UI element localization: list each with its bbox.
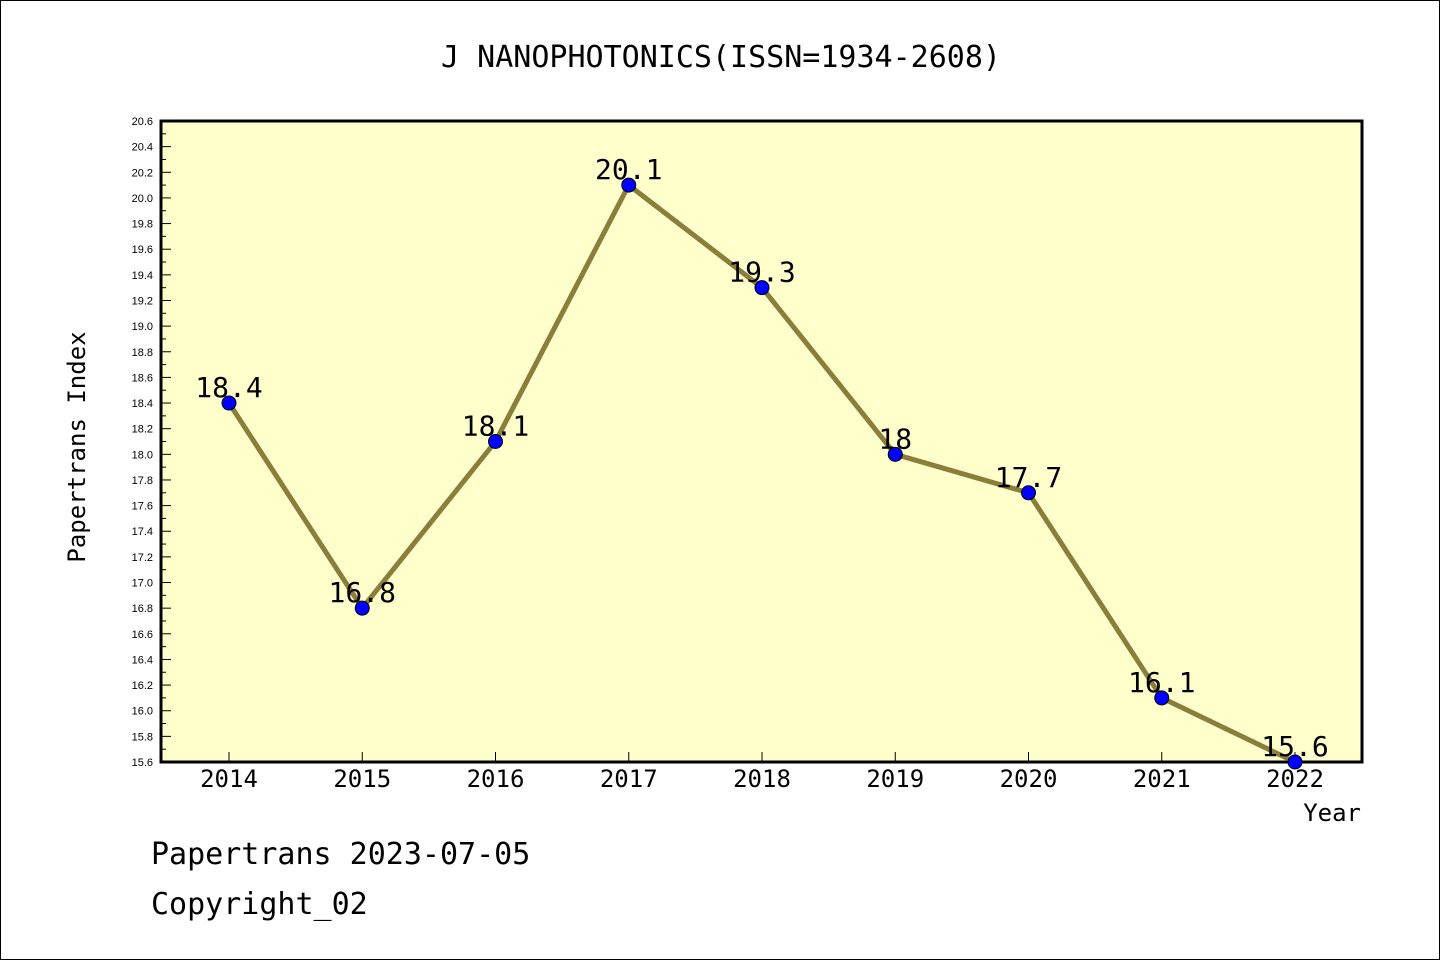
y-tick-label: 17.0	[132, 578, 153, 590]
data-label: 17.7	[995, 461, 1062, 494]
data-point	[488, 434, 503, 449]
x-tick-label: 2021	[1133, 765, 1191, 793]
y-tick-label: 15.8	[132, 731, 153, 743]
x-tick-label: 2022	[1266, 765, 1324, 793]
data-label: 15.6	[1261, 730, 1328, 763]
x-tick-label: 2016	[467, 765, 525, 793]
y-tick-label: 18.6	[132, 372, 153, 384]
y-tick-label: 19.8	[132, 219, 153, 231]
y-tick-label: 16.0	[132, 706, 153, 718]
data-point	[221, 395, 237, 411]
x-axis-label: Year	[1303, 799, 1361, 827]
y-tick-label: 19.4	[132, 270, 153, 282]
y-tick-label: 20.4	[132, 142, 153, 154]
y-tick-label: 20.2	[132, 167, 153, 179]
y-tick-label: 16.2	[132, 680, 153, 692]
data-label: 19.3	[728, 256, 795, 289]
data-label: 20.1	[595, 153, 662, 186]
y-tick-label: 16.8	[132, 603, 153, 615]
y-tick-label: 19.2	[132, 295, 153, 307]
y-tick-label: 17.2	[132, 552, 153, 564]
data-point	[354, 600, 370, 616]
data-point	[1021, 485, 1036, 501]
data-point	[1287, 754, 1303, 770]
y-tick-label: 17.6	[132, 501, 153, 513]
x-tick-label: 2015	[333, 765, 391, 793]
data-point	[754, 280, 770, 296]
data-label: 18.4	[195, 371, 262, 404]
y-axis-label: Papertrans Index	[63, 331, 91, 562]
data-point	[1154, 690, 1170, 706]
x-axis: 2014 2015 2016 2017 2018 2019 2020 2021 2022	[200, 752, 1324, 793]
data-label: 16.1	[1128, 666, 1195, 699]
data-label: 18.1	[462, 410, 529, 443]
y-tick-label: 17.8	[132, 475, 153, 487]
data-point	[621, 177, 637, 193]
y-tick-label: 19.6	[132, 244, 153, 256]
data-point	[887, 446, 903, 462]
x-tick-label: 2018	[733, 765, 791, 793]
y-axis: 15.6 15.8 16.0 16.2 16.4 16.6 16.8 17.0 17.2 17.4…	[132, 116, 171, 769]
y-tick-label: 18.0	[132, 449, 153, 461]
y-tick-label: 16.4	[132, 654, 153, 666]
plot-area	[159, 119, 1364, 764]
chart-title: J NANOPHOTONICS(ISSN=1934-2608)	[441, 40, 1001, 75]
y-tick-label: 20.0	[132, 193, 153, 205]
y-tick-label: 18.4	[132, 398, 153, 410]
y-tick-label: 17.4	[132, 526, 153, 538]
y-tick-label: 18.2	[132, 424, 153, 436]
y-tick-label: 16.6	[132, 629, 153, 641]
y-tick-label: 18.8	[132, 347, 153, 359]
footer-date: Papertrans 2023-07-05	[151, 837, 531, 872]
y-tick-label: 20.6	[132, 116, 153, 128]
x-tick-label: 2014	[200, 765, 258, 793]
series-group: 18.4 16.8 18.1 20.1 19.3 18 17.7 16.1 15.6	[195, 153, 1329, 770]
x-tick-label: 2019	[866, 765, 924, 793]
data-label: 18	[878, 422, 912, 455]
y-tick-label: 19.0	[132, 321, 153, 333]
x-tick-label: 2020	[1000, 765, 1058, 793]
data-label: 16.8	[329, 576, 396, 609]
footer-copyright: Copyright_02	[151, 887, 368, 922]
y-tick-label: 15.6	[132, 757, 153, 769]
x-tick-label: 2017	[600, 765, 658, 793]
